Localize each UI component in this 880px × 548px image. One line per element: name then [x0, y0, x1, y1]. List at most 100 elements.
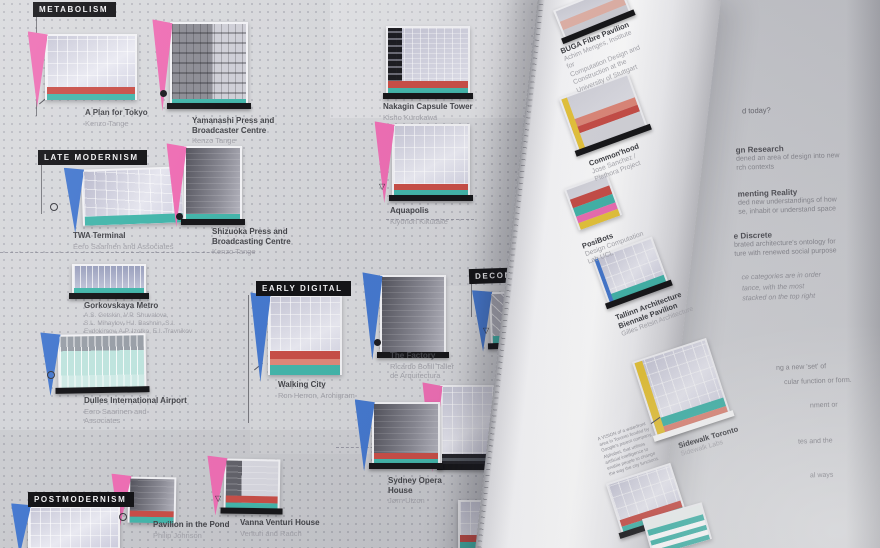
base-bar [369, 463, 443, 469]
thumbnail [128, 477, 177, 524]
item-title: Sydney Opera House [388, 476, 442, 495]
color-bar [374, 459, 438, 464]
right-page-fragment: ng a new 'set' of [775, 363, 827, 372]
item-subtitle: Kiyonori Kikutake [390, 216, 448, 226]
entry-line: se, inhabit or understand space [738, 205, 837, 217]
color-bar [270, 359, 340, 365]
right-page-aside: ce categories are in order tance, with t… [741, 271, 822, 305]
item-title: Yamanashi Press and Broadcaster Centre [192, 116, 275, 135]
color-bar [47, 87, 135, 94]
item-label: Dulles International Airport Eero Saarine… [84, 396, 202, 425]
color-bar [388, 88, 468, 94]
base-bar [389, 195, 473, 201]
right-page-entry: menting Reality ded new understandings o… [738, 186, 838, 217]
item-title: TWA Terminal [73, 231, 126, 240]
circle-marker-icon [47, 371, 55, 379]
item-label: Walking City Ron Herron, Archigram [278, 380, 403, 400]
right-page-fragment: nment or [809, 401, 838, 410]
circle-marker-icon [50, 203, 58, 211]
color-bars [270, 351, 340, 375]
base-bar [181, 219, 245, 225]
item-subtitle: Eero Saarinen and Associates [73, 241, 174, 251]
color-bar [442, 461, 496, 465]
thumbnail-image [394, 126, 468, 196]
color-bar [442, 458, 496, 461]
base-bar [167, 103, 251, 109]
thumbnail [58, 333, 150, 389]
right-page-question-fragment: d today? [741, 105, 771, 116]
item-label: Yamanashi Press and Broadcaster Centre Ke… [192, 116, 310, 146]
thumbnail [170, 22, 251, 104]
right-page-entry: gn Research dened an area of design into… [736, 142, 840, 173]
color-bar [388, 81, 468, 88]
item-title: Walking City [278, 380, 326, 389]
thumbnail [69, 264, 149, 299]
item-label: Vanna Venturi House Venturi and Rauch [240, 518, 358, 538]
item-subtitle: Eero Saarinen and Associates [84, 406, 147, 425]
item-label: Nakagin Capsule Tower Kisho Kurokawa [383, 102, 518, 122]
item-title: Dulles International Airport [84, 396, 187, 405]
thumbnail [45, 34, 137, 100]
thumbnail-image [382, 277, 444, 353]
thumbnail-image [47, 36, 135, 100]
dot-marker-icon [160, 90, 167, 97]
base-bar [69, 293, 149, 299]
color-bar [74, 288, 144, 294]
color-bars [374, 453, 438, 464]
section-chip-metabolism: METABOLISM [33, 2, 117, 17]
thumbnail [224, 459, 283, 510]
right-page-fragment: tes and the [797, 437, 833, 446]
right-page-fragment: cular function or form. [783, 376, 852, 387]
thumbnail-image [59, 335, 145, 389]
item-label: Aquapolis Kiyonori Kikutake [390, 206, 500, 226]
item-subtitle: Ricardo Bofill Taller de Arquitectura [390, 361, 455, 380]
aside-line: stacked on the top right [742, 292, 816, 303]
color-bars [172, 99, 246, 104]
color-bar [270, 365, 340, 375]
triangle-down-marker-icon: ▽ [483, 326, 490, 335]
base-bar [383, 93, 473, 99]
thumbnail-image [74, 266, 144, 294]
item-title: Nakagin Capsule Tower [383, 102, 473, 111]
item-label: TWA Terminal Eero Saarinen and Associates [73, 231, 208, 251]
triangle-down-marker-icon: ▽ [379, 182, 386, 191]
item-title: A Plan for Tokyo [85, 108, 148, 117]
dot-marker-icon [374, 339, 381, 346]
thumbnail [268, 295, 342, 375]
section-chip-late-modernism: LATE MODERNISM [38, 150, 147, 165]
color-bar [442, 454, 496, 458]
triangle-down-marker-icon: ▽ [215, 494, 222, 503]
item-subtitle: Kenzo Tange [212, 247, 256, 257]
color-bar [394, 184, 468, 190]
color-bar [394, 190, 468, 196]
base-bar [377, 352, 449, 358]
color-bars [647, 514, 711, 548]
dashed-line [386, 219, 474, 220]
thumbnail [383, 26, 473, 99]
thumbnail [392, 124, 473, 196]
thumbnail-image [30, 508, 118, 548]
right-page-entry: e Discrete brated architecture's ontolog… [734, 228, 837, 259]
page-edge-shadow [846, 0, 880, 548]
thumbnail-image [83, 168, 183, 226]
thumbnail [372, 402, 443, 464]
thumbnail-image [225, 460, 279, 510]
item-subtitle: Kenzo Tange [192, 136, 236, 146]
item-subtitle: Kenzo Tange [85, 118, 129, 128]
color-bar [47, 94, 135, 100]
item-label: A Plan for Tokyo Kenzo Tange [85, 108, 190, 128]
item-subtitle: Kisho Kurokawa [383, 112, 438, 122]
timeline-line [41, 164, 42, 214]
item-title: Gorkovskaya Metro [84, 301, 159, 310]
section-chip-early-digital: EARLY DIGITAL [256, 281, 351, 296]
color-bar [374, 453, 438, 459]
item-title: Shizuoka Press and Broadcasting Centre [212, 227, 291, 246]
item-label: Sydney Opera House Jørn Utzon [388, 476, 473, 506]
base-bar [220, 507, 283, 515]
color-bars [394, 184, 468, 196]
dashed-line [0, 252, 255, 253]
thumbnail-image [186, 148, 240, 220]
color-bars [74, 288, 144, 294]
thumbnail-image [388, 28, 468, 94]
